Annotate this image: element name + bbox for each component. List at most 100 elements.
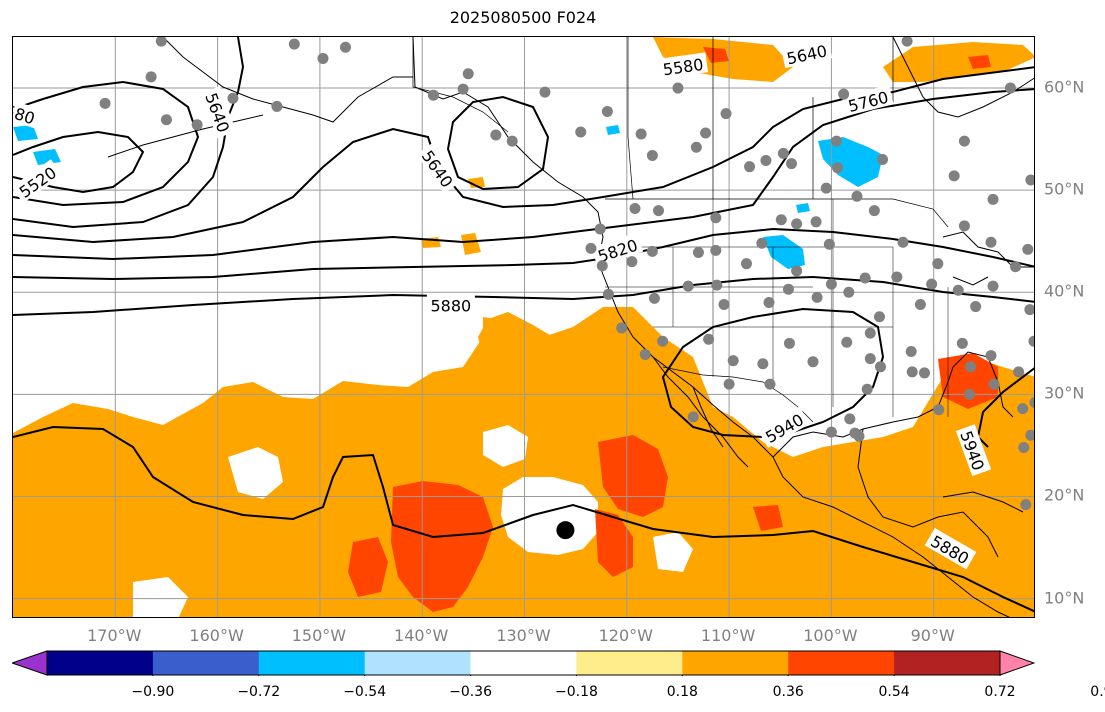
station-marker [629,203,641,215]
station-marker [575,126,587,138]
border-us-mexico [662,366,814,423]
lat-label-2: 40°N [1044,281,1085,301]
station-marker [616,322,628,334]
shade-red-hudson [968,55,991,69]
station-marker [901,37,913,47]
station-marker [427,89,439,101]
contour-5520 [13,130,145,194]
colorbar-segment-4 [364,651,472,675]
station-marker [864,327,876,339]
station-marker [271,100,283,112]
shade-orange-east-pacific [13,307,1034,617]
station-marker [539,86,551,98]
station-marker [985,236,997,248]
lat-label-3: 30°N [1044,383,1085,403]
lon-label-8: 90°W [910,626,955,645]
shade-white-hole-north [13,367,73,433]
map-title: 2025080500 F024 [449,8,597,27]
shade-red-itcz-1 [391,481,493,612]
station-marker [988,378,1000,390]
svg-text:5760: 5760 [846,88,890,116]
svg-text:5880: 5880 [430,297,471,316]
colorbar-tick-label-6: 0.36 [772,684,804,700]
map-frame: 5580 5520 5640 5640 5580 5640 5760 5820 5880 5940… [12,36,1035,618]
coastline-alaska [107,37,413,158]
station-marker [690,141,702,153]
station-marker [786,158,798,170]
station-marker [906,366,918,378]
lat-label-4: 20°N [1044,485,1085,505]
station-marker [825,278,837,290]
station-marker [700,127,712,139]
colorbar-segment-5 [470,651,577,675]
station-marker [965,361,977,373]
station-marker [825,426,837,438]
shade-blue-bering-2 [33,149,61,165]
contour-5940-high [661,307,885,439]
station-marker [1013,366,1025,378]
colorbar [12,650,1035,676]
shade-orange-small-3 [461,233,481,255]
station-marker [844,413,856,425]
station-marker [1004,82,1016,94]
station-marker [1028,335,1034,347]
station-marker [926,278,938,290]
station-marker [99,97,111,109]
station-marker [646,149,658,161]
station-marker [703,333,715,345]
station-marker [740,258,752,270]
tropical-cyclone-marker [556,521,575,540]
station-marker [861,383,873,395]
station-marker [227,92,239,104]
border-alaska-canada [412,37,509,133]
colorbar-extend-low [12,650,48,676]
colorbar-segment-1 [47,651,154,675]
tc-center-dot [556,521,575,540]
shade-red-itcz-4 [348,537,388,597]
station-marker [1017,403,1029,415]
contour-label-0: 5580 [13,94,42,129]
coastline-hudson [892,37,1034,118]
lon-label-5: 120°W [598,626,653,645]
station-marker [831,135,843,147]
station-marker [933,404,945,416]
station-marker [657,335,669,347]
station-marker [873,311,885,323]
station-marker [720,108,732,120]
station-marker [692,246,704,258]
colorbar-tick-label-8: 0.72 [984,684,1016,700]
contour-label-4: 5580 [657,52,709,79]
lat-label-5: 10°N [1044,588,1085,608]
station-marker [317,52,329,64]
station-marker [952,284,964,296]
station-marker [718,299,730,311]
lon-label-0: 170°W [87,626,142,645]
contour-5640-west [13,37,245,229]
station-marker [987,193,999,205]
shade-blue-small-1 [606,125,620,135]
station-marker [810,216,822,228]
lat-label-1: 50°N [1044,179,1085,199]
station-marker [1029,397,1034,408]
station-marker [918,367,930,379]
station-marker [682,280,694,292]
lon-label-3: 140°W [394,626,449,645]
shade-blue-nebraska [763,235,805,269]
lon-label-1: 160°W [189,626,244,645]
colorbar-segment-9 [894,651,1001,675]
station-marker [1025,429,1034,441]
contour-5760 [13,88,1034,261]
shade-blue-small-2 [796,203,810,213]
station-marker [782,283,794,295]
station-marker [288,38,300,50]
lon-label-4: 130°W [496,626,551,645]
station-marker [457,83,469,95]
station-marker [764,378,776,390]
station-marker [914,299,926,311]
station-marker [864,353,876,365]
station-marker [964,388,976,400]
lon-label-6: 110°W [700,626,756,645]
contour-label-5: 5640 [781,38,833,68]
contour-label-6: 5760 [842,84,894,116]
